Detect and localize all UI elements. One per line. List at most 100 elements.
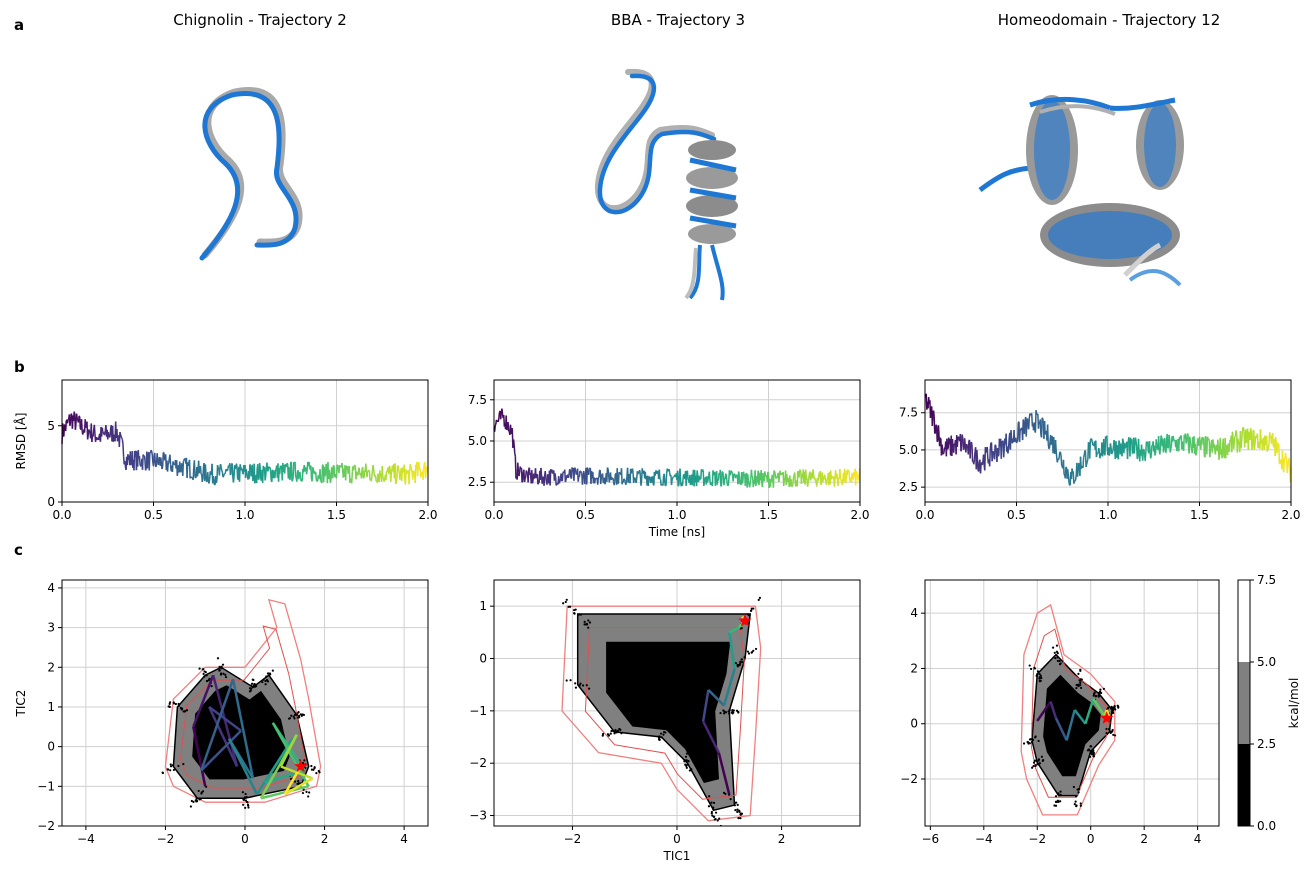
rmsd-segment bbox=[423, 468, 424, 479]
rmsd-segment bbox=[514, 444, 515, 453]
rmsd-segment bbox=[607, 468, 608, 470]
chignolin-generated-ribbon bbox=[205, 91, 299, 255]
rmsd-segment bbox=[508, 422, 509, 431]
rmsd-segment bbox=[599, 470, 600, 477]
rmsd-segment bbox=[337, 465, 338, 478]
rmsd-segment bbox=[251, 469, 252, 476]
rmsd-segment bbox=[411, 467, 412, 470]
rmsd-segment bbox=[333, 465, 334, 466]
rmsd-segment bbox=[773, 470, 774, 487]
fe-speckle bbox=[1038, 677, 1040, 679]
fe-speckle bbox=[190, 805, 192, 807]
rmsd-segment bbox=[940, 438, 941, 439]
fe-speckle bbox=[1053, 804, 1055, 806]
rmsd-segment bbox=[974, 452, 975, 460]
rmsd-segment bbox=[582, 479, 583, 484]
fe-speckle bbox=[750, 609, 752, 611]
rmsd-segment bbox=[664, 474, 665, 483]
fe-speckle bbox=[1075, 795, 1077, 797]
rmsd-segment bbox=[222, 471, 223, 473]
fe-speckle bbox=[1087, 749, 1089, 751]
rmsd-segment bbox=[794, 475, 795, 477]
fe-speckle bbox=[1117, 707, 1119, 709]
rmsd-segment bbox=[811, 477, 812, 480]
rmsd-segment bbox=[209, 479, 210, 483]
rmsd-segment bbox=[1104, 439, 1105, 454]
fe-speckle bbox=[685, 756, 687, 758]
rmsd-segment bbox=[1210, 445, 1211, 449]
fe-speckle bbox=[588, 687, 590, 689]
fe-speckle bbox=[684, 764, 686, 766]
rmsd-segment bbox=[183, 461, 184, 476]
fe-ytick-label: −1 bbox=[469, 704, 487, 718]
fe-speckle bbox=[178, 703, 180, 705]
rmsd-segment bbox=[122, 440, 123, 445]
rmsd-segment bbox=[1123, 439, 1124, 441]
fe-speckle bbox=[730, 798, 732, 800]
rmsd-segment bbox=[555, 473, 556, 477]
rmsd-segment bbox=[122, 438, 123, 439]
fe-speckle bbox=[1037, 740, 1039, 742]
rmsd-segment bbox=[1128, 444, 1129, 459]
rmsd-segment bbox=[121, 435, 122, 437]
rmsd-segment bbox=[1226, 445, 1227, 446]
rmsd-segment bbox=[426, 473, 427, 478]
rmsd-segment bbox=[546, 478, 547, 482]
rmsd-segment bbox=[318, 475, 319, 481]
rmsd-segment bbox=[424, 464, 425, 469]
rmsd-segment bbox=[992, 455, 993, 462]
rmsd-segment bbox=[506, 416, 507, 430]
fe-xtick-label: 2 bbox=[778, 832, 786, 846]
rmsd-segment bbox=[214, 478, 215, 485]
rmsd-segment bbox=[750, 479, 751, 483]
fe-speckle bbox=[747, 613, 749, 615]
rmsd-segment bbox=[959, 437, 960, 439]
rmsd-segment bbox=[266, 468, 267, 476]
rmsd-segment bbox=[643, 472, 644, 473]
rmsd-segment bbox=[169, 458, 170, 462]
rmsd-segment bbox=[581, 472, 582, 473]
rmsd-segment bbox=[1207, 437, 1208, 454]
rmsd-segment bbox=[748, 474, 749, 480]
rmsd-segment bbox=[227, 469, 228, 471]
fe-speckle bbox=[579, 683, 581, 685]
rmsd-segment bbox=[1242, 428, 1243, 435]
rmsd-segment bbox=[852, 473, 853, 475]
fe-speckle bbox=[1099, 688, 1101, 690]
rmsd-xlabel: Time [ns] bbox=[648, 525, 705, 539]
rmsd-segment bbox=[311, 465, 312, 479]
rmsd-segment bbox=[834, 479, 835, 487]
rmsd-segment bbox=[77, 419, 78, 420]
fe-ytick-label: −2 bbox=[37, 819, 55, 833]
fe-speckle bbox=[307, 795, 309, 797]
rmsd-xtick-label: 1.0 bbox=[235, 508, 254, 522]
fe-speckle bbox=[569, 679, 571, 681]
rmsd-segment bbox=[998, 455, 999, 456]
rmsd-segment bbox=[1074, 482, 1075, 484]
rmsd-segment bbox=[1029, 418, 1030, 429]
rmsd-segment bbox=[1160, 447, 1161, 455]
rmsd-segment bbox=[815, 478, 816, 481]
rmsd-segment bbox=[233, 477, 234, 483]
rmsd-segment bbox=[1151, 445, 1152, 455]
rmsd-segment bbox=[522, 481, 523, 483]
rmsd-segment bbox=[1146, 442, 1147, 452]
fe-speckle bbox=[265, 675, 267, 677]
fe-speckle bbox=[266, 679, 268, 681]
fe-speckle bbox=[1033, 762, 1035, 764]
fe-speckle bbox=[202, 668, 204, 670]
rmsd-segment bbox=[183, 460, 184, 461]
rmsd-segment bbox=[993, 451, 994, 455]
fe-speckle bbox=[173, 769, 175, 771]
fe-speckle bbox=[1110, 707, 1112, 709]
rmsd-segment bbox=[1242, 434, 1243, 442]
rmsd-segment bbox=[1008, 448, 1009, 453]
rmsd-segment bbox=[800, 470, 801, 472]
rmsd-segment bbox=[628, 476, 629, 483]
fe-speckle bbox=[743, 656, 745, 658]
fe-speckle bbox=[1023, 742, 1025, 744]
rmsd-segment bbox=[845, 482, 846, 483]
rmsd-segment bbox=[207, 480, 208, 482]
fe-speckle bbox=[718, 817, 720, 819]
fe-speckle bbox=[177, 765, 179, 767]
